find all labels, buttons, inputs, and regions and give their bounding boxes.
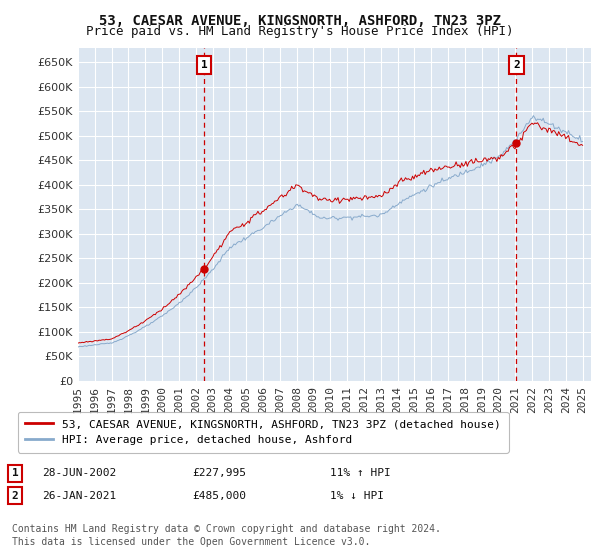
Text: Contains HM Land Registry data © Crown copyright and database right 2024.
This d: Contains HM Land Registry data © Crown c… [12, 524, 441, 547]
Text: 53, CAESAR AVENUE, KINGSNORTH, ASHFORD, TN23 3PZ: 53, CAESAR AVENUE, KINGSNORTH, ASHFORD, … [99, 14, 501, 28]
Text: 2: 2 [513, 60, 520, 70]
Text: 2: 2 [11, 491, 19, 501]
Text: Price paid vs. HM Land Registry's House Price Index (HPI): Price paid vs. HM Land Registry's House … [86, 25, 514, 38]
Text: £227,995: £227,995 [192, 468, 246, 478]
Text: 28-JUN-2002: 28-JUN-2002 [42, 468, 116, 478]
Text: £485,000: £485,000 [192, 491, 246, 501]
Text: 1% ↓ HPI: 1% ↓ HPI [330, 491, 384, 501]
Text: 1: 1 [11, 468, 19, 478]
Text: 11% ↑ HPI: 11% ↑ HPI [330, 468, 391, 478]
Text: 1: 1 [200, 60, 208, 70]
Text: 26-JAN-2021: 26-JAN-2021 [42, 491, 116, 501]
Legend: 53, CAESAR AVENUE, KINGSNORTH, ASHFORD, TN23 3PZ (detached house), HPI: Average : 53, CAESAR AVENUE, KINGSNORTH, ASHFORD, … [17, 412, 509, 452]
